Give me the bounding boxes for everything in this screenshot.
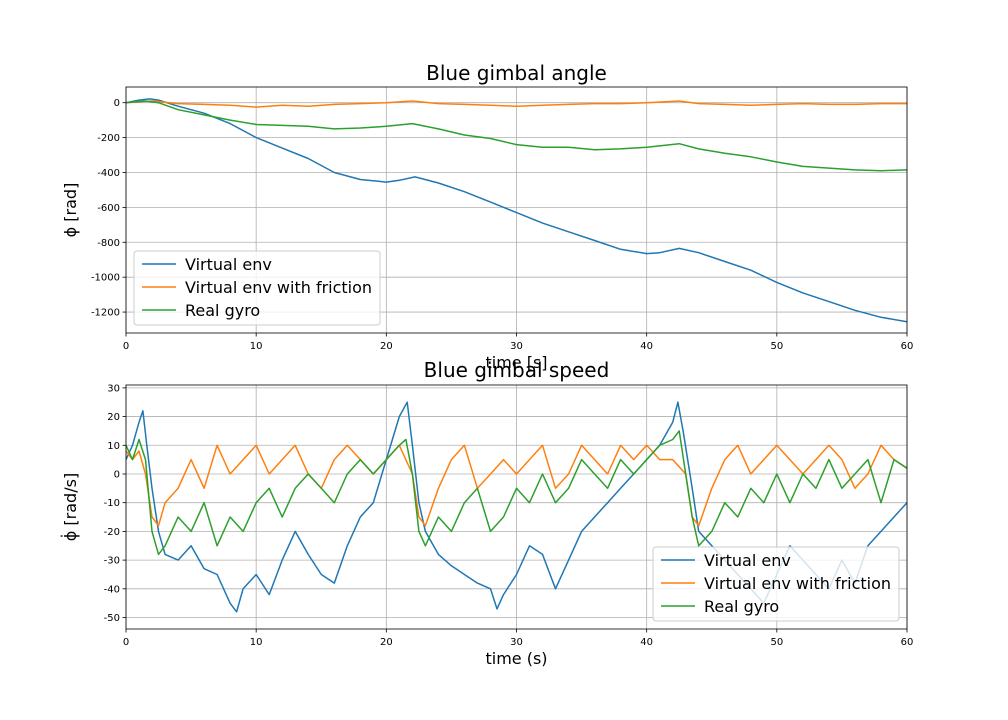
x-axis-label: time (s)	[485, 649, 547, 668]
series-line-1	[126, 100, 907, 108]
x-tick-label: 0	[123, 341, 129, 352]
legend: Virtual env Virtual env with friction Real…	[133, 250, 381, 326]
x-tick-label: 20	[380, 637, 393, 648]
series-line-0	[126, 98, 907, 323]
y-tick-label: -200	[97, 133, 120, 144]
x-tick-label: 40	[640, 341, 653, 352]
chart-1: 0 10 20 30 40 50 60 -50 -40 -30 -20 -10 0 10 20 30 Blue …	[61, 358, 913, 668]
x-tick-label: 10	[250, 341, 263, 352]
legend-box	[652, 546, 900, 622]
y-axis-label: ϕ̇ [rad/s]	[61, 473, 80, 541]
x-tick-label: 50	[770, 341, 783, 352]
y-tick-label: -1200	[91, 308, 120, 319]
y-axis-label: ϕ [rad]	[61, 183, 80, 238]
y-tick-label: -800	[97, 238, 120, 249]
y-tick-label: 0	[114, 469, 120, 480]
legend-label-1: Virtual env with friction	[704, 574, 891, 593]
x-tick-label: 40	[640, 637, 653, 648]
y-tick-label: 20	[107, 412, 120, 423]
y-tick-label: -20	[104, 527, 120, 538]
legend-label-0: Virtual env	[704, 551, 791, 570]
series-line-2	[126, 100, 907, 172]
series-lines	[126, 98, 907, 323]
series-line-1	[126, 444, 907, 527]
legend-label-1: Virtual env with friction	[185, 278, 372, 297]
x-axis-label: time [s]	[485, 353, 547, 372]
legend: Virtual env Virtual env with friction Real…	[652, 546, 900, 622]
x-tick-label: 60	[901, 341, 914, 352]
y-tick-label: -10	[104, 498, 120, 509]
y-tick-label: -400	[97, 168, 120, 179]
y-tick-label: -600	[97, 203, 120, 214]
y-tick-label: -50	[104, 613, 120, 624]
x-tick-label: 0	[123, 637, 129, 648]
x-tick-label: 50	[770, 637, 783, 648]
y-tick-label: -1000	[91, 273, 120, 284]
legend-label-2: Real gyro	[185, 301, 260, 320]
y-tick-label: -40	[104, 584, 120, 595]
legend-box	[133, 250, 381, 326]
x-tick-label: 30	[510, 637, 523, 648]
x-tick-label: 10	[250, 637, 263, 648]
y-tick-label: 30	[107, 383, 120, 394]
series-line-2	[126, 430, 907, 556]
grid	[125, 87, 908, 333]
y-tick-label: -30	[104, 556, 120, 567]
y-tick-label: 10	[107, 441, 120, 452]
x-tick-label: 30	[510, 341, 523, 352]
legend-label-0: Virtual env	[185, 255, 272, 274]
chart-0: 0 10 20 30 40 50 60 -1200 -1000 -800 -600 -400 -200 0…	[61, 61, 913, 372]
x-tick-label: 20	[380, 341, 393, 352]
x-tick-label: 60	[901, 637, 914, 648]
legend-label-2: Real gyro	[704, 597, 779, 616]
chart-title: Blue gimbal angle	[426, 61, 607, 85]
chart-title: Blue gimbal speed	[424, 358, 610, 382]
y-tick-label: 0	[114, 98, 120, 109]
